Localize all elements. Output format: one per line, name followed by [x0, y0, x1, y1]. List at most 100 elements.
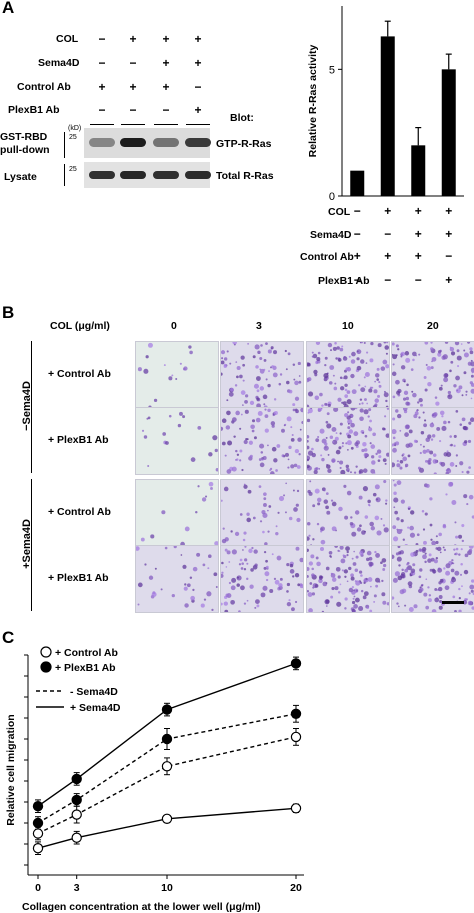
legend-open-label: + Control Ab: [55, 647, 118, 659]
cell-dot: [392, 395, 396, 399]
cell-dot: [422, 549, 426, 553]
cell-dot: [236, 453, 240, 456]
cell-dot: [382, 359, 388, 365]
cell-dot: [401, 568, 404, 572]
cell-dot: [367, 415, 370, 418]
cell-dot: [251, 419, 256, 423]
cell-dot: [419, 568, 423, 572]
cell-dot: [382, 568, 386, 571]
lysate-band: [120, 171, 146, 179]
cell-dot: [260, 344, 263, 347]
cell-dot: [273, 350, 278, 355]
cell-dot: [295, 546, 300, 551]
cell-dot: [420, 431, 425, 435]
cell-dot: [315, 438, 320, 443]
migration-micrograph: [219, 339, 304, 410]
condition-sign: −: [194, 80, 202, 94]
marker-pulldown: 25: [69, 134, 77, 141]
cell-dot: [331, 458, 336, 463]
cell-dot: [347, 423, 350, 425]
cell-dot: [144, 563, 147, 566]
cell-dot: [290, 464, 295, 469]
cell-dot: [422, 445, 425, 448]
cell-dot: [171, 593, 175, 598]
cell-dot: [308, 534, 311, 537]
cell-dot: [370, 585, 372, 588]
cell-dot: [249, 400, 255, 406]
cell-dot: [429, 497, 433, 501]
data-point: [71, 809, 82, 820]
cell-dot: [352, 562, 357, 566]
cell-dot: [250, 424, 255, 430]
chart-a-condition-sign: +: [445, 227, 452, 241]
cell-dot: [241, 468, 244, 472]
cell-dot: [411, 390, 414, 393]
cell-dot: [346, 554, 349, 557]
cell-dot: [268, 505, 272, 508]
cell-dot: [184, 583, 187, 586]
cell-dot: [250, 568, 254, 572]
cell-dot: [442, 523, 446, 528]
cell-dot: [346, 580, 349, 583]
cell-dot: [267, 408, 271, 413]
cell-dot: [363, 448, 368, 452]
chart-a-condition-sign: +: [415, 227, 422, 241]
cell-dot: [392, 479, 395, 482]
cell-dot: [219, 573, 224, 578]
cell-dot: [453, 384, 457, 388]
cell-dot: [368, 408, 372, 412]
cell-dot: [228, 581, 232, 585]
cell-dot: [377, 343, 382, 348]
cell-dot: [234, 384, 238, 387]
cell-dot: [393, 483, 397, 487]
cell-dot: [165, 441, 169, 445]
panel-c-letter: C: [2, 628, 15, 647]
cell-dot: [247, 489, 252, 494]
condition-sign: −: [162, 103, 170, 117]
cell-dot: [221, 561, 224, 565]
cell-dot: [358, 403, 361, 405]
cell-dot: [461, 524, 465, 528]
cell-dot: [332, 374, 335, 377]
cell-dot: [439, 410, 445, 416]
cell-dot: [363, 452, 368, 458]
cell-dot: [348, 566, 352, 571]
bar: [441, 69, 456, 196]
cell-dot: [395, 379, 400, 385]
cell-dot: [327, 454, 330, 456]
condition-sign: +: [162, 80, 170, 94]
cell-dot: [297, 437, 302, 442]
cell-dot: [288, 389, 293, 394]
cell-dot: [348, 587, 354, 593]
cell-dot: [468, 494, 474, 500]
cell-dot: [422, 411, 425, 414]
cell-dot: [329, 555, 332, 558]
cell-dot: [226, 410, 231, 416]
cell-dot: [359, 524, 362, 528]
lysate-band: [153, 171, 179, 179]
cell-dot: [331, 526, 337, 532]
concentration-label: 20: [427, 320, 439, 332]
cell-dot: [469, 417, 474, 423]
micrograph-cells: [392, 479, 474, 548]
micrograph-background: [136, 480, 218, 546]
cell-dot: [326, 463, 329, 466]
cell-dot: [296, 489, 300, 493]
cell-dot: [366, 402, 369, 405]
cell-dot: [435, 556, 439, 560]
cell-dot: [454, 340, 460, 346]
cell-dot: [358, 606, 364, 612]
cell-dot: [463, 426, 468, 431]
cell-dot: [435, 540, 439, 545]
cell-dot: [437, 350, 442, 354]
cell-dot: [358, 469, 364, 474]
cell-dot: [381, 579, 384, 583]
cell-dot: [437, 586, 443, 592]
cell-dot: [370, 444, 376, 449]
cell-dot: [385, 364, 390, 369]
cell-dot: [439, 600, 443, 604]
cell-dot: [451, 499, 457, 505]
cell-dot: [363, 581, 366, 584]
cell-dot: [294, 380, 299, 386]
